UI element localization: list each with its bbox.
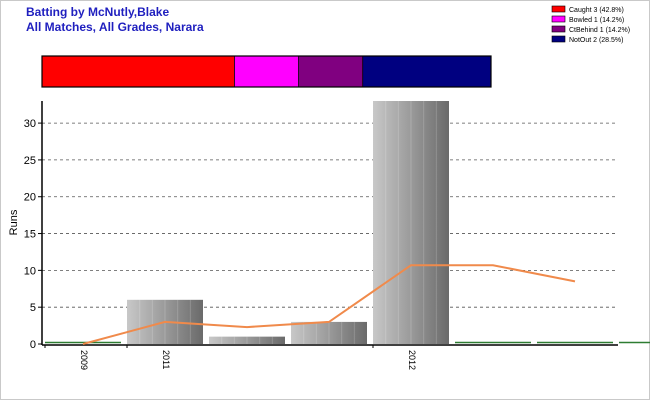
distribution-segment-3 [362, 56, 491, 87]
legend-swatch-3 [551, 35, 566, 43]
y-tick-label-1: 5 [30, 302, 36, 314]
x-tick-label-1: 2011 [161, 350, 171, 369]
x-tick-label-0: 2009 [79, 350, 89, 370]
legend-label-3: NotOut 2 (28.5%) [569, 37, 623, 44]
title-line-1: Batting by McNutly,Blake [26, 5, 170, 19]
chart-title: Batting by McNutly,Blake All Matches, Al… [26, 5, 204, 35]
y-tick-label-4: 20 [24, 192, 36, 204]
x-tick-label-4: 2012 [407, 350, 417, 370]
legend-label-1: Bowled 1 (14.2%) [569, 17, 624, 24]
y-tick-label-3: 15 [24, 229, 36, 241]
legend-swatch-2 [551, 25, 566, 33]
y-axis-title: Runs [8, 209, 20, 235]
y-tick-label-6: 30 [24, 118, 36, 130]
y-tick-label-2: 10 [24, 265, 36, 277]
distribution-segment-2 [298, 56, 363, 87]
bar-2 [209, 336, 285, 344]
legend-label-2: CtBehind 1 (14.2%) [569, 27, 630, 34]
distribution-segment-1 [234, 56, 299, 87]
y-tick-label-0: 0 [30, 339, 36, 351]
legend-swatch-0 [551, 5, 566, 13]
y-tick-label-5: 25 [24, 155, 36, 167]
legend-label-0: Caught 3 (42.8%) [569, 7, 624, 14]
trend-line [82, 264, 576, 345]
title-line-2: All Matches, All Grades, Narara [26, 20, 204, 34]
bar-3 [291, 321, 367, 344]
legend-swatch-1 [551, 15, 566, 23]
distribution-bar-border [41, 55, 492, 88]
distribution-segment-0 [42, 56, 235, 87]
bar-4 [373, 101, 449, 344]
